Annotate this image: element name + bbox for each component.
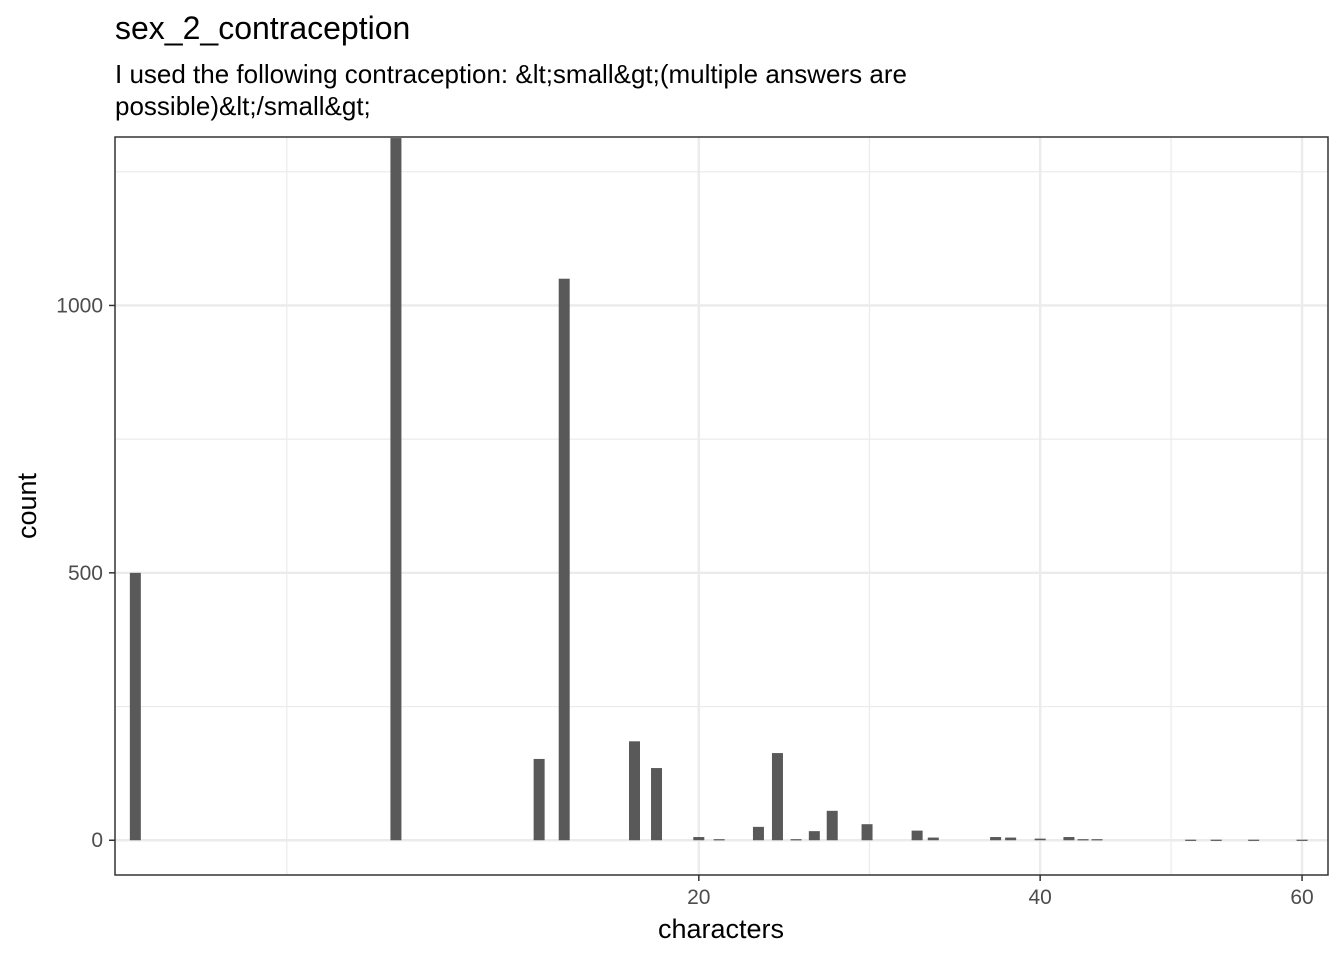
bars [129, 138, 1308, 841]
y-tick-label: 500 [68, 562, 103, 585]
minor-gridlines [115, 137, 1328, 875]
x-tick-label: 40 [1028, 886, 1051, 909]
histogram-bar [693, 837, 705, 841]
histogram-bar [558, 278, 570, 841]
histogram-bar [1005, 837, 1017, 841]
histogram-bar [927, 837, 939, 841]
histogram-bar [826, 810, 838, 841]
histogram-bar [533, 758, 545, 841]
chart-title: sex_2_contraception [115, 10, 411, 46]
x-tick-label: 60 [1290, 886, 1313, 909]
chart-subtitle: I used the following contraception: &lt;… [115, 59, 907, 121]
major-gridlines [115, 137, 1328, 875]
axes: 20 40 60 0 500 1000 [56, 294, 1313, 909]
histogram-bar [1091, 839, 1103, 841]
histogram-bar [1296, 839, 1308, 841]
histogram-bar [808, 831, 820, 841]
histogram-bar [1210, 839, 1222, 841]
plot-border [114, 136, 1329, 876]
histogram-bar [911, 830, 923, 841]
plot-background [115, 137, 1328, 875]
histogram-bar [129, 572, 141, 841]
histogram-bar [1185, 839, 1197, 841]
histogram-bar [1077, 839, 1089, 841]
histogram-bar [713, 839, 725, 841]
histogram-bar [651, 768, 663, 841]
histogram-bar [790, 839, 802, 841]
histogram-bar [1063, 837, 1075, 841]
histogram-bar [1248, 839, 1260, 841]
y-tick-label: 0 [91, 829, 103, 852]
histogram-bar [752, 826, 764, 841]
x-tick-label: 20 [687, 886, 710, 909]
histogram-bar [861, 824, 873, 841]
histogram-bar [1034, 838, 1046, 841]
histogram-bar [390, 138, 402, 841]
histogram-bar [628, 741, 640, 841]
x-axis-title: characters [658, 914, 784, 944]
histogram-bar [771, 753, 783, 841]
y-tick-label: 1000 [56, 294, 103, 317]
histogram-bar [990, 837, 1002, 841]
y-axis-title: count [12, 472, 42, 539]
